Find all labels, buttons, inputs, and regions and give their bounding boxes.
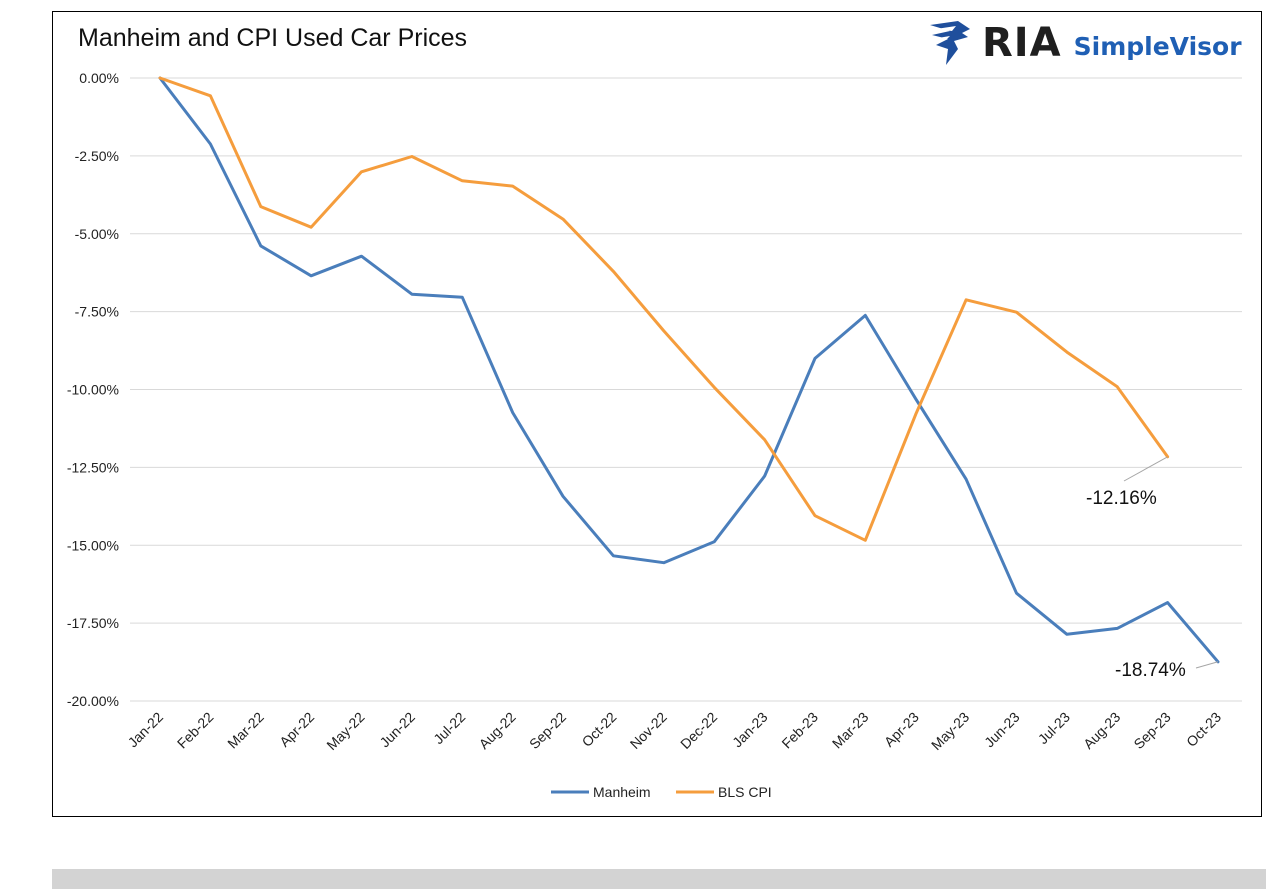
y-tick-label: -2.50%: [75, 148, 119, 164]
legend: Manheim BLS CPI: [551, 784, 772, 800]
annotation-leader: [1195, 661, 1219, 669]
x-tick-label: Aug-23: [1080, 709, 1123, 752]
y-tick-label: -17.50%: [67, 615, 119, 631]
x-tick-label: Jul-23: [1035, 709, 1073, 747]
x-axis-tick-labels: Jan-22 Feb-22 Mar-22 Apr-22 May-22 Jun-22 Jul-…: [125, 709, 1225, 753]
x-tick-label: Jan-22: [125, 709, 167, 751]
y-tick-label: -10.00%: [67, 382, 119, 398]
y-tick-label: -12.50%: [67, 459, 119, 475]
x-tick-label: Feb-22: [174, 709, 217, 752]
y-tick-label: -7.50%: [75, 304, 119, 320]
x-tick-label: Oct-23: [1183, 709, 1224, 750]
eagle-icon: [930, 21, 970, 65]
series-line-bls-cpi: [158, 76, 1170, 542]
legend-label: BLS CPI: [718, 784, 772, 800]
annotations: -12.16% -18.74%: [1086, 456, 1219, 681]
x-tick-label: Sep-23: [1130, 709, 1173, 752]
x-tick-label: Sep-22: [526, 709, 569, 752]
chart-title: Manheim and CPI Used Car Prices: [78, 24, 468, 52]
bottom-scrollbar-strip: [52, 869, 1266, 889]
x-tick-label: Jun-23: [981, 709, 1023, 751]
x-tick-label: Feb-23: [778, 709, 821, 752]
annotation-leader: [1123, 456, 1168, 482]
x-tick-label: Jun-22: [376, 709, 418, 751]
y-tick-label: 0.00%: [79, 70, 119, 86]
x-tick-label: Oct-22: [579, 709, 620, 750]
x-tick-label: Aug-22: [476, 709, 519, 752]
x-tick-label: May-23: [928, 709, 972, 753]
annotation-label: -18.74%: [1115, 660, 1186, 681]
ria-wordmark: RIA: [982, 20, 1062, 66]
legend-label: Manheim: [593, 784, 651, 800]
x-tick-label: Jul-22: [430, 709, 468, 747]
y-tick-label: -5.00%: [75, 226, 119, 242]
annotation-label: -12.16%: [1086, 488, 1157, 509]
y-tick-label: -20.00%: [67, 693, 119, 709]
y-axis-tick-labels: 0.00% -2.50% -5.00% -7.50% -10.00% -12.50% -15…: [67, 70, 119, 709]
x-tick-label: Apr-23: [881, 709, 922, 750]
ria-simplevisor-logo: RIA SimpleVisor: [928, 18, 1242, 68]
simplevisor-wordmark: SimpleVisor: [1073, 31, 1242, 61]
x-tick-label: Mar-22: [224, 709, 267, 752]
x-tick-label: Jan-23: [729, 709, 771, 751]
y-tick-label: -15.00%: [67, 537, 119, 553]
series-line-manheim: [158, 76, 1220, 664]
x-tick-label: Nov-22: [627, 709, 670, 752]
gridlines: [130, 77, 1242, 702]
series-lines: [158, 76, 1220, 664]
x-tick-label: Apr-22: [276, 709, 317, 750]
x-tick-label: Mar-23: [829, 709, 872, 752]
chart-frame: [52, 11, 1262, 817]
x-tick-label: Dec-22: [677, 709, 720, 752]
x-tick-label: May-22: [323, 709, 367, 753]
